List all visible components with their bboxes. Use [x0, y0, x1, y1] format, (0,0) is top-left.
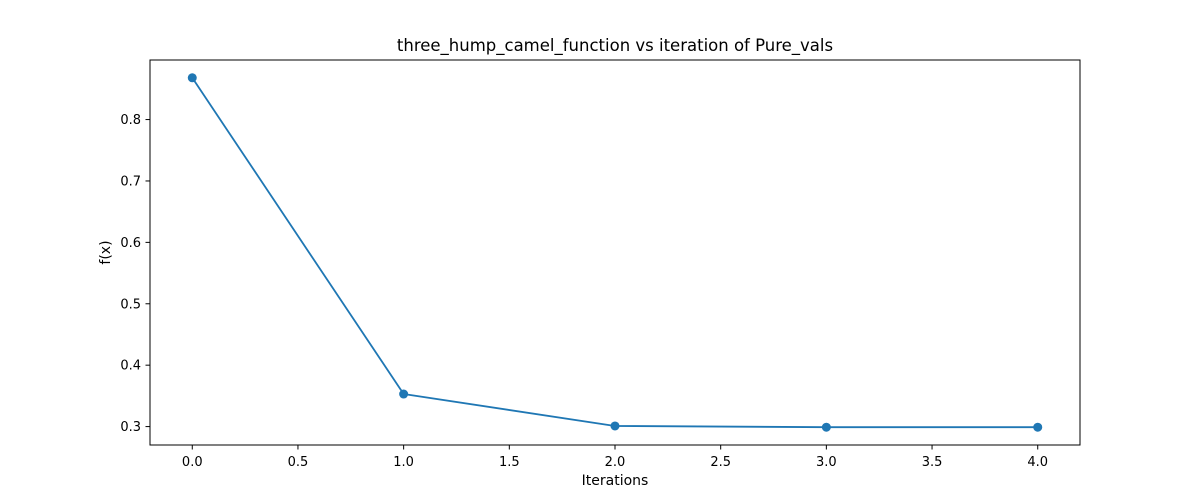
x-tick-label: 0.5 — [288, 455, 309, 470]
data-point — [821, 422, 831, 432]
x-tick-label: 1.5 — [499, 455, 520, 470]
y-tick-label: 0.5 — [120, 297, 141, 312]
y-tick-label: 0.4 — [120, 359, 141, 374]
x-tick-label: 1.0 — [393, 455, 414, 470]
y-tick-label: 0.3 — [120, 420, 141, 435]
data-point — [187, 73, 197, 83]
x-tick-label: 0.0 — [182, 455, 203, 470]
data-point — [1033, 422, 1043, 432]
x-tick-label: 3.5 — [922, 455, 943, 470]
x-tick-label: 4.0 — [1027, 455, 1048, 470]
data-point — [399, 389, 409, 399]
series-layer — [187, 73, 1043, 432]
y-axis-title: f(x) — [98, 240, 114, 264]
y-axis: 0.3 0.4 0.5 0.6 0.7 0.8 — [120, 113, 150, 435]
y-tick-label: 0.8 — [120, 113, 141, 128]
plot-frame — [149, 59, 1081, 446]
x-axis-title: Iterations — [582, 473, 649, 489]
chart-title: three_hump_camel_function vs iteration o… — [397, 36, 833, 56]
x-tick-label: 2.0 — [605, 455, 626, 470]
y-tick-label: 0.7 — [120, 174, 141, 189]
data-point — [610, 421, 620, 431]
y-tick-label: 0.6 — [120, 236, 141, 251]
x-axis: 0.0 0.5 1.0 1.5 2.0 2.5 3.0 3.5 4.0 — [182, 445, 1048, 470]
x-tick-label: 2.5 — [710, 455, 731, 470]
plot-area: 0.0 0.5 1.0 1.5 2.0 2.5 3.0 3.5 4.0 0.3 0.4 0.5 0.6… — [120, 59, 1081, 470]
series-line — [191, 77, 1038, 429]
x-tick-label: 3.0 — [816, 455, 837, 470]
